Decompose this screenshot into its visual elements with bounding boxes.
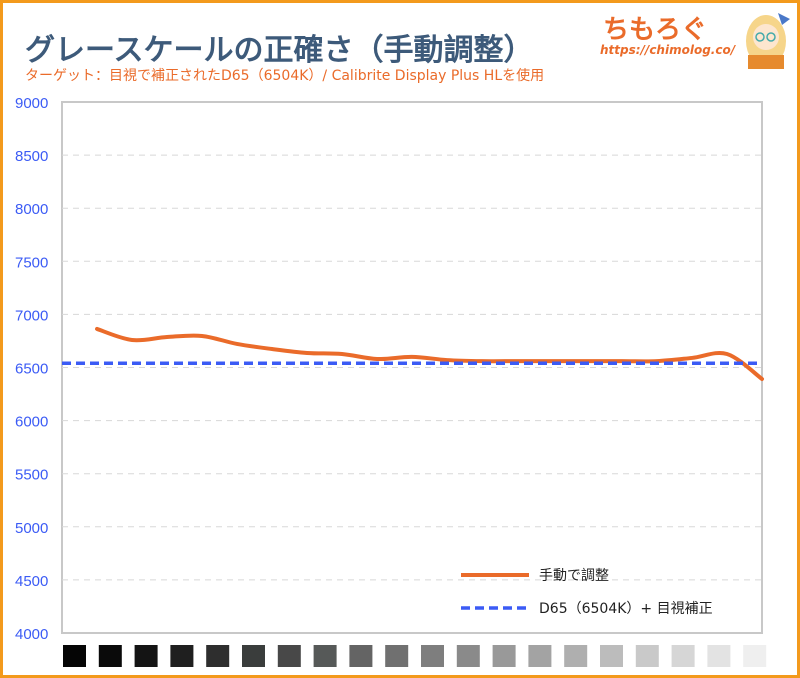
y-tick-label: 7500 xyxy=(15,254,48,271)
gray-swatch xyxy=(635,645,659,667)
gray-swatch xyxy=(242,645,265,667)
mascot-icon xyxy=(746,13,790,69)
gray-swatch xyxy=(671,645,695,667)
y-tick-label: 5000 xyxy=(15,520,48,537)
gray-swatch xyxy=(313,645,337,667)
y-tick-label: 7000 xyxy=(15,307,48,324)
chart-subtitle: ターゲット：目視で補正されたD65（6504K）/ Calibrite Disp… xyxy=(25,68,545,84)
y-tick-label: 4500 xyxy=(15,573,48,590)
y-tick-label: 8000 xyxy=(15,201,48,218)
gray-swatch xyxy=(170,645,194,667)
gray-swatch xyxy=(492,645,516,667)
gray-swatch xyxy=(385,645,409,667)
chart-title: グレースケールの正確さ（手動調整） xyxy=(25,33,534,68)
chart-svg: 9000 8500 8000 7500 7000 6500 6000 5500 5000 4500… xyxy=(15,95,767,667)
legend-label: 手動で調整 xyxy=(539,568,609,584)
y-tick-label: 6000 xyxy=(15,414,48,431)
site-logo: ちもろぐ xyxy=(603,15,708,45)
y-tick-label: 4000 xyxy=(15,626,48,643)
gray-swatch xyxy=(421,645,444,667)
gray-swatch xyxy=(600,645,623,667)
series-line-manual xyxy=(95,326,764,381)
y-tick-label: 9000 xyxy=(15,95,48,112)
gray-swatch xyxy=(206,645,230,667)
y-tick-label: 8500 xyxy=(15,148,48,165)
gray-swatch xyxy=(564,645,588,667)
gray-swatch xyxy=(349,645,373,667)
gray-swatch xyxy=(707,645,731,667)
gray-swatch xyxy=(456,645,480,667)
site-url: https://chimolog.co/ xyxy=(600,43,736,57)
gray-swatch xyxy=(277,645,301,667)
gray-swatch xyxy=(63,645,86,667)
gray-swatch xyxy=(134,645,158,667)
y-tick-label: 5500 xyxy=(15,467,48,484)
legend-label: D65（6504K）+ 目視補正 xyxy=(539,601,713,617)
gray-swatch xyxy=(98,645,122,667)
y-tick-label: 6500 xyxy=(15,361,48,378)
gray-swatch xyxy=(743,645,767,667)
gray-swatch xyxy=(528,645,552,667)
